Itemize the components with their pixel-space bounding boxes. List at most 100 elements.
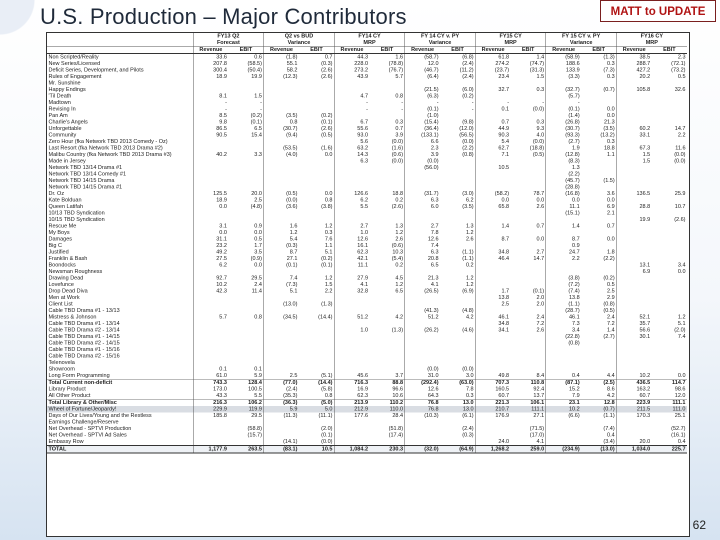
revenue-cell: 49.2 <box>192 249 229 256</box>
ebit-cell: (71.5) <box>529 425 545 432</box>
ebit-cell: 0.3 <box>607 60 615 67</box>
revenue-cell: (12.8) <box>545 151 582 158</box>
revenue-cell: 3.4 <box>545 327 582 334</box>
row-label: Total Current non-deficit <box>47 379 194 386</box>
ebit-cell: 0.1 <box>254 366 262 372</box>
ebit-cell: 3.5 <box>254 249 262 255</box>
revenue-cell: 34.8 <box>475 320 511 327</box>
column-group-subheader: Variance <box>263 39 335 47</box>
revenue-cell: (2.2) <box>545 171 582 178</box>
revenue-header: Revenue <box>192 46 229 54</box>
table-row: My Boys 0.0 0.0 1.2 0.3 1.0 1.2 7.8 1.2 <box>47 229 687 236</box>
ebit-cell: 13.0 <box>440 399 476 406</box>
revenue-cell: 58.2 <box>263 67 299 74</box>
revenue-cell: (6.4) <box>404 73 441 80</box>
revenue-cell: 0.9 <box>545 242 582 249</box>
ebit-cell: (1.1) <box>462 255 474 262</box>
ebit-cell: 7.8 <box>465 386 474 392</box>
ebit-cell: 2.6 <box>395 236 404 242</box>
row-label: Made in Jersey <box>48 158 86 164</box>
row-label: My Boys <box>48 229 70 236</box>
revenue-cell: 176.9 <box>475 412 511 419</box>
revenue-cell <box>263 340 299 347</box>
revenue-cell: (28.7) <box>545 307 582 314</box>
ebit-cell: (16.1) <box>671 432 686 438</box>
ebit-cell: 230.3 <box>369 445 405 454</box>
ebit-cell: (2.0) <box>321 425 333 432</box>
revenue-cell <box>192 177 229 184</box>
revenue-cell: 62.7 <box>475 145 511 152</box>
revenue-cell: 55.1 <box>263 60 299 67</box>
ebit-cell: 19.9 <box>251 73 262 80</box>
revenue-cell <box>475 210 511 217</box>
ebit-cell: (72.1) <box>671 60 686 67</box>
ebit-cell: 0.4 <box>677 438 686 445</box>
row-label: Last Resort (fka Network TBD 2013 Drama … <box>48 145 163 151</box>
revenue-cell: 177.6 <box>333 412 370 419</box>
revenue-cell <box>404 301 441 308</box>
ebit-cell: 0.3 <box>465 392 474 399</box>
revenue-cell <box>192 164 229 171</box>
revenue-cell: 5.9 <box>263 406 299 413</box>
ebit-cell: (51.8) <box>388 425 404 432</box>
revenue-cell: 0.0 <box>475 197 511 204</box>
revenue-cell: 12.6 <box>333 236 370 243</box>
revenue-cell <box>616 419 652 426</box>
ebit-cell: (0.0) <box>532 138 545 145</box>
ebit-cell: 0.0 <box>536 236 545 242</box>
ebit-cell: 1.2 <box>395 229 404 236</box>
revenue-cell <box>192 158 229 165</box>
revenue-cell: 2.5 <box>263 372 299 380</box>
ebit-cell: 92.4 <box>533 386 545 392</box>
revenue-cell <box>263 320 299 327</box>
revenue-cell: 51.2 <box>333 314 370 321</box>
revenue-cell: 20.0 <box>616 438 652 446</box>
revenue-cell: (58.9) <box>545 53 582 61</box>
ebit-cell: 20.0 <box>251 190 262 197</box>
revenue-cell: - <box>333 106 370 113</box>
revenue-cell <box>192 294 229 301</box>
revenue-cell <box>616 171 652 178</box>
row-label: Cable TBD Drama #1 - 13/13 <box>48 307 120 314</box>
ebit-cell: 0.0 <box>607 106 615 112</box>
revenue-cell: 24.7 <box>545 249 582 256</box>
revenue-cell <box>263 359 299 366</box>
ebit-cell: 7.6 <box>324 236 333 242</box>
ebit-cell: 8.6 <box>607 386 615 392</box>
ebit-cell: 106.2 <box>228 399 264 406</box>
revenue-cell: 5.1 <box>263 288 299 295</box>
revenue-cell <box>263 432 299 439</box>
revenue-cell: 13.1 <box>616 262 652 269</box>
column-group-subheader: Variance <box>545 39 617 47</box>
revenue-cell: (36.4) <box>404 125 441 132</box>
revenue-cell <box>616 229 652 236</box>
ebit-cell: (0.6) <box>391 242 404 249</box>
ebit-cell: 12.8 <box>581 399 617 406</box>
revenue-cell: 160.5 <box>475 386 511 393</box>
revenue-cell <box>475 229 511 236</box>
revenue-cell <box>475 307 511 314</box>
row-label: Network TBD 14/15 Drama <box>48 177 115 184</box>
revenue-cell <box>192 80 229 87</box>
revenue-cell: 5.7 <box>192 314 229 321</box>
revenue-header: Revenue <box>545 46 582 54</box>
ebit-cell: 27.1 <box>533 412 545 419</box>
revenue-cell: 2.2 <box>545 255 582 262</box>
revenue-cell: 1,084.2 <box>333 445 370 454</box>
ebit-cell: (5.4) <box>391 255 404 262</box>
ebit-cell: (2.6) <box>674 216 686 223</box>
ebit-cell: (2.6) <box>391 203 404 210</box>
row-label: Wheel of Fortune/Jeopardy! <box>47 406 194 413</box>
revenue-cell: 7.4 <box>263 275 299 282</box>
revenue-cell: (31.7) <box>404 190 441 197</box>
revenue-cell: 18.9 <box>192 197 229 204</box>
revenue-cell <box>545 425 582 432</box>
ebit-cell: (7.3) <box>603 67 615 73</box>
revenue-cell: (53.5) <box>263 145 299 152</box>
row-label: Boondocks <box>48 262 76 268</box>
ebit-cell: 14.7 <box>674 125 686 132</box>
ebit-cell: 0.8 <box>324 392 333 399</box>
revenue-cell: (26.2) <box>404 327 441 334</box>
row-label: Client List <box>48 301 73 307</box>
revenue-cell: (9.4) <box>263 132 299 139</box>
